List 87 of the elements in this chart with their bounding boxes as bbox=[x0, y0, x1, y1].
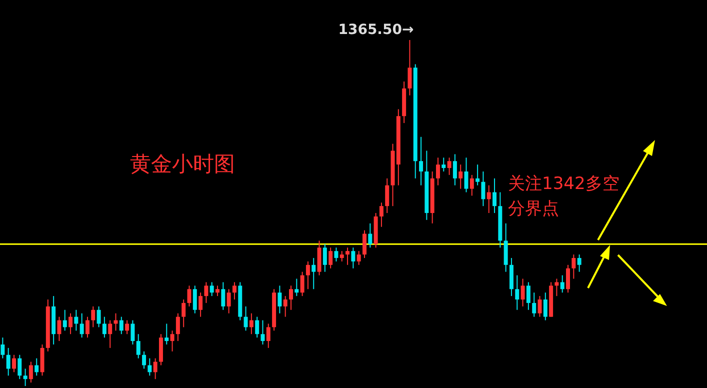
candlestick bbox=[447, 157, 452, 176]
candlestick bbox=[164, 323, 169, 345]
candlestick bbox=[182, 299, 186, 328]
candlestick bbox=[192, 285, 197, 314]
candlestick bbox=[442, 157, 446, 172]
candlestick bbox=[458, 164, 463, 190]
candlestick bbox=[57, 316, 62, 342]
candlestick bbox=[108, 320, 112, 348]
candlestick bbox=[577, 254, 582, 272]
candlestick bbox=[334, 247, 338, 262]
candlestick bbox=[526, 282, 530, 310]
candlestick bbox=[102, 316, 106, 338]
candlestick bbox=[249, 312, 254, 335]
candlestick bbox=[28, 361, 33, 384]
candlestick bbox=[232, 282, 236, 300]
candlestick bbox=[476, 164, 480, 186]
candlestick bbox=[294, 278, 299, 297]
candlestick bbox=[216, 285, 220, 297]
candlestick bbox=[74, 309, 78, 332]
candlestick bbox=[300, 271, 304, 297]
candlestick bbox=[289, 285, 293, 310]
candlestick bbox=[266, 323, 270, 348]
candlestick bbox=[62, 309, 67, 332]
candlestick bbox=[379, 202, 384, 228]
candlestick bbox=[96, 306, 101, 328]
candlestick bbox=[464, 157, 468, 193]
candlestick bbox=[486, 184, 491, 214]
candlestick bbox=[176, 312, 180, 342]
candlestick bbox=[481, 170, 486, 207]
candlestick bbox=[356, 250, 361, 266]
candlestick bbox=[125, 320, 130, 335]
candlestick bbox=[492, 178, 497, 214]
candlestick bbox=[130, 320, 135, 345]
candlestick bbox=[68, 312, 73, 335]
candlestick bbox=[560, 274, 564, 294]
candlestick bbox=[226, 288, 231, 314]
candlestick bbox=[187, 285, 192, 307]
candlestick bbox=[436, 157, 440, 186]
candlestick bbox=[153, 358, 158, 380]
candlestick bbox=[91, 306, 96, 328]
candlestick bbox=[198, 292, 203, 318]
candlestick bbox=[278, 285, 282, 314]
candlestick bbox=[6, 347, 10, 376]
candlestick bbox=[306, 260, 310, 290]
text: 黄金小时图 bbox=[130, 152, 235, 176]
candlestick bbox=[368, 222, 372, 248]
candlestick bbox=[351, 247, 356, 269]
candlestick bbox=[260, 320, 265, 345]
candlestick bbox=[538, 296, 542, 318]
candlestick bbox=[362, 230, 366, 258]
candlestick bbox=[283, 296, 288, 318]
candlestick bbox=[80, 312, 84, 338]
candlestick bbox=[408, 40, 412, 96]
candlestick bbox=[532, 292, 536, 318]
candlestick bbox=[520, 278, 525, 307]
candlestick bbox=[572, 254, 576, 280]
candlestick bbox=[255, 316, 260, 338]
candlestick bbox=[340, 250, 344, 262]
candlestick bbox=[244, 306, 248, 332]
candlestick bbox=[419, 136, 424, 186]
candlestick bbox=[170, 330, 174, 352]
candlestick bbox=[566, 264, 570, 294]
candlestick bbox=[543, 292, 548, 321]
candlestick bbox=[328, 247, 333, 269]
candlestick bbox=[221, 282, 226, 310]
candlestick bbox=[385, 178, 390, 214]
candlestick bbox=[85, 316, 90, 338]
candlestick bbox=[515, 274, 520, 310]
candlestick bbox=[142, 350, 146, 370]
candlestick bbox=[0, 337, 5, 359]
candlestick bbox=[210, 282, 214, 297]
candlestick bbox=[554, 278, 559, 297]
text: 1365.50→ bbox=[338, 22, 414, 38]
candlestick bbox=[18, 354, 22, 380]
candlestick bbox=[136, 334, 140, 359]
candlestick bbox=[346, 247, 350, 266]
candlestick bbox=[204, 282, 208, 304]
candlestick bbox=[470, 174, 474, 196]
candlestick bbox=[23, 368, 28, 386]
candlestick bbox=[34, 358, 39, 376]
candlestick bbox=[119, 316, 124, 335]
candlestick bbox=[452, 154, 457, 186]
candlestick bbox=[148, 358, 152, 376]
ref-line-label: 关注1342多空分界点 bbox=[508, 174, 620, 220]
candlestick bbox=[12, 354, 16, 373]
candlestick bbox=[312, 257, 316, 290]
candlestick bbox=[322, 244, 327, 272]
